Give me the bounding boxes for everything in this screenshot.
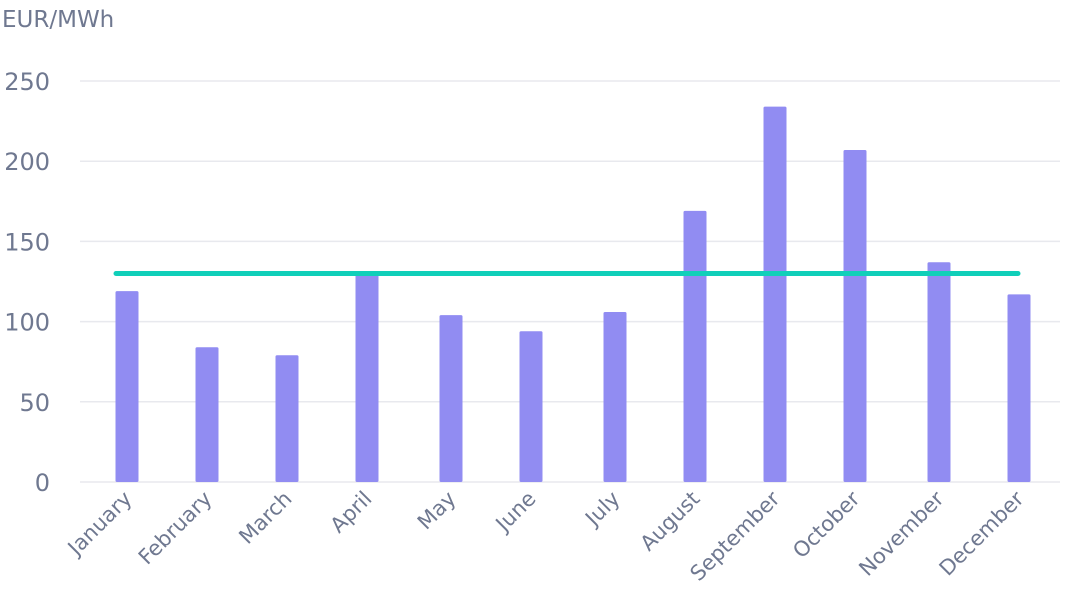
bar-august (683, 210, 707, 482)
y-tick-label: 250 (4, 68, 50, 96)
bar-july (603, 311, 627, 482)
x-tick-label: December (935, 486, 1029, 580)
x-tick-label: November (854, 486, 948, 580)
x-tick-label: March (234, 487, 296, 549)
x-tick-label: May (413, 487, 461, 535)
y-tick-label: 100 (4, 309, 50, 337)
bar-march (275, 355, 299, 482)
y-axis-ticks: 0 50 100 150 200 250 (4, 68, 50, 497)
y-tick-label: 200 (4, 148, 50, 176)
x-tick-label: July (579, 487, 624, 532)
x-tick-label: January (62, 487, 137, 562)
x-tick-label: April (326, 487, 377, 538)
x-tick-label: June (490, 487, 541, 538)
y-tick-label: 150 (4, 228, 50, 256)
bar-april (355, 271, 379, 482)
bar-october (843, 149, 867, 483)
y-tick-label: 50 (19, 389, 50, 417)
x-tick-label: August (636, 487, 705, 556)
gridlines (80, 80, 1060, 483)
bar-june (519, 331, 543, 482)
bar-january (115, 291, 139, 482)
x-tick-label: October (788, 486, 865, 563)
bars (115, 106, 1031, 483)
bar-february (195, 347, 219, 482)
x-tick-label: February (134, 487, 217, 570)
bar-may (439, 315, 463, 482)
y-axis-label: EUR/MWh (2, 7, 114, 33)
bar-november (927, 262, 951, 482)
bar-september (763, 106, 787, 482)
y-tick-label: 0 (35, 469, 50, 497)
bar-december (1007, 294, 1031, 482)
